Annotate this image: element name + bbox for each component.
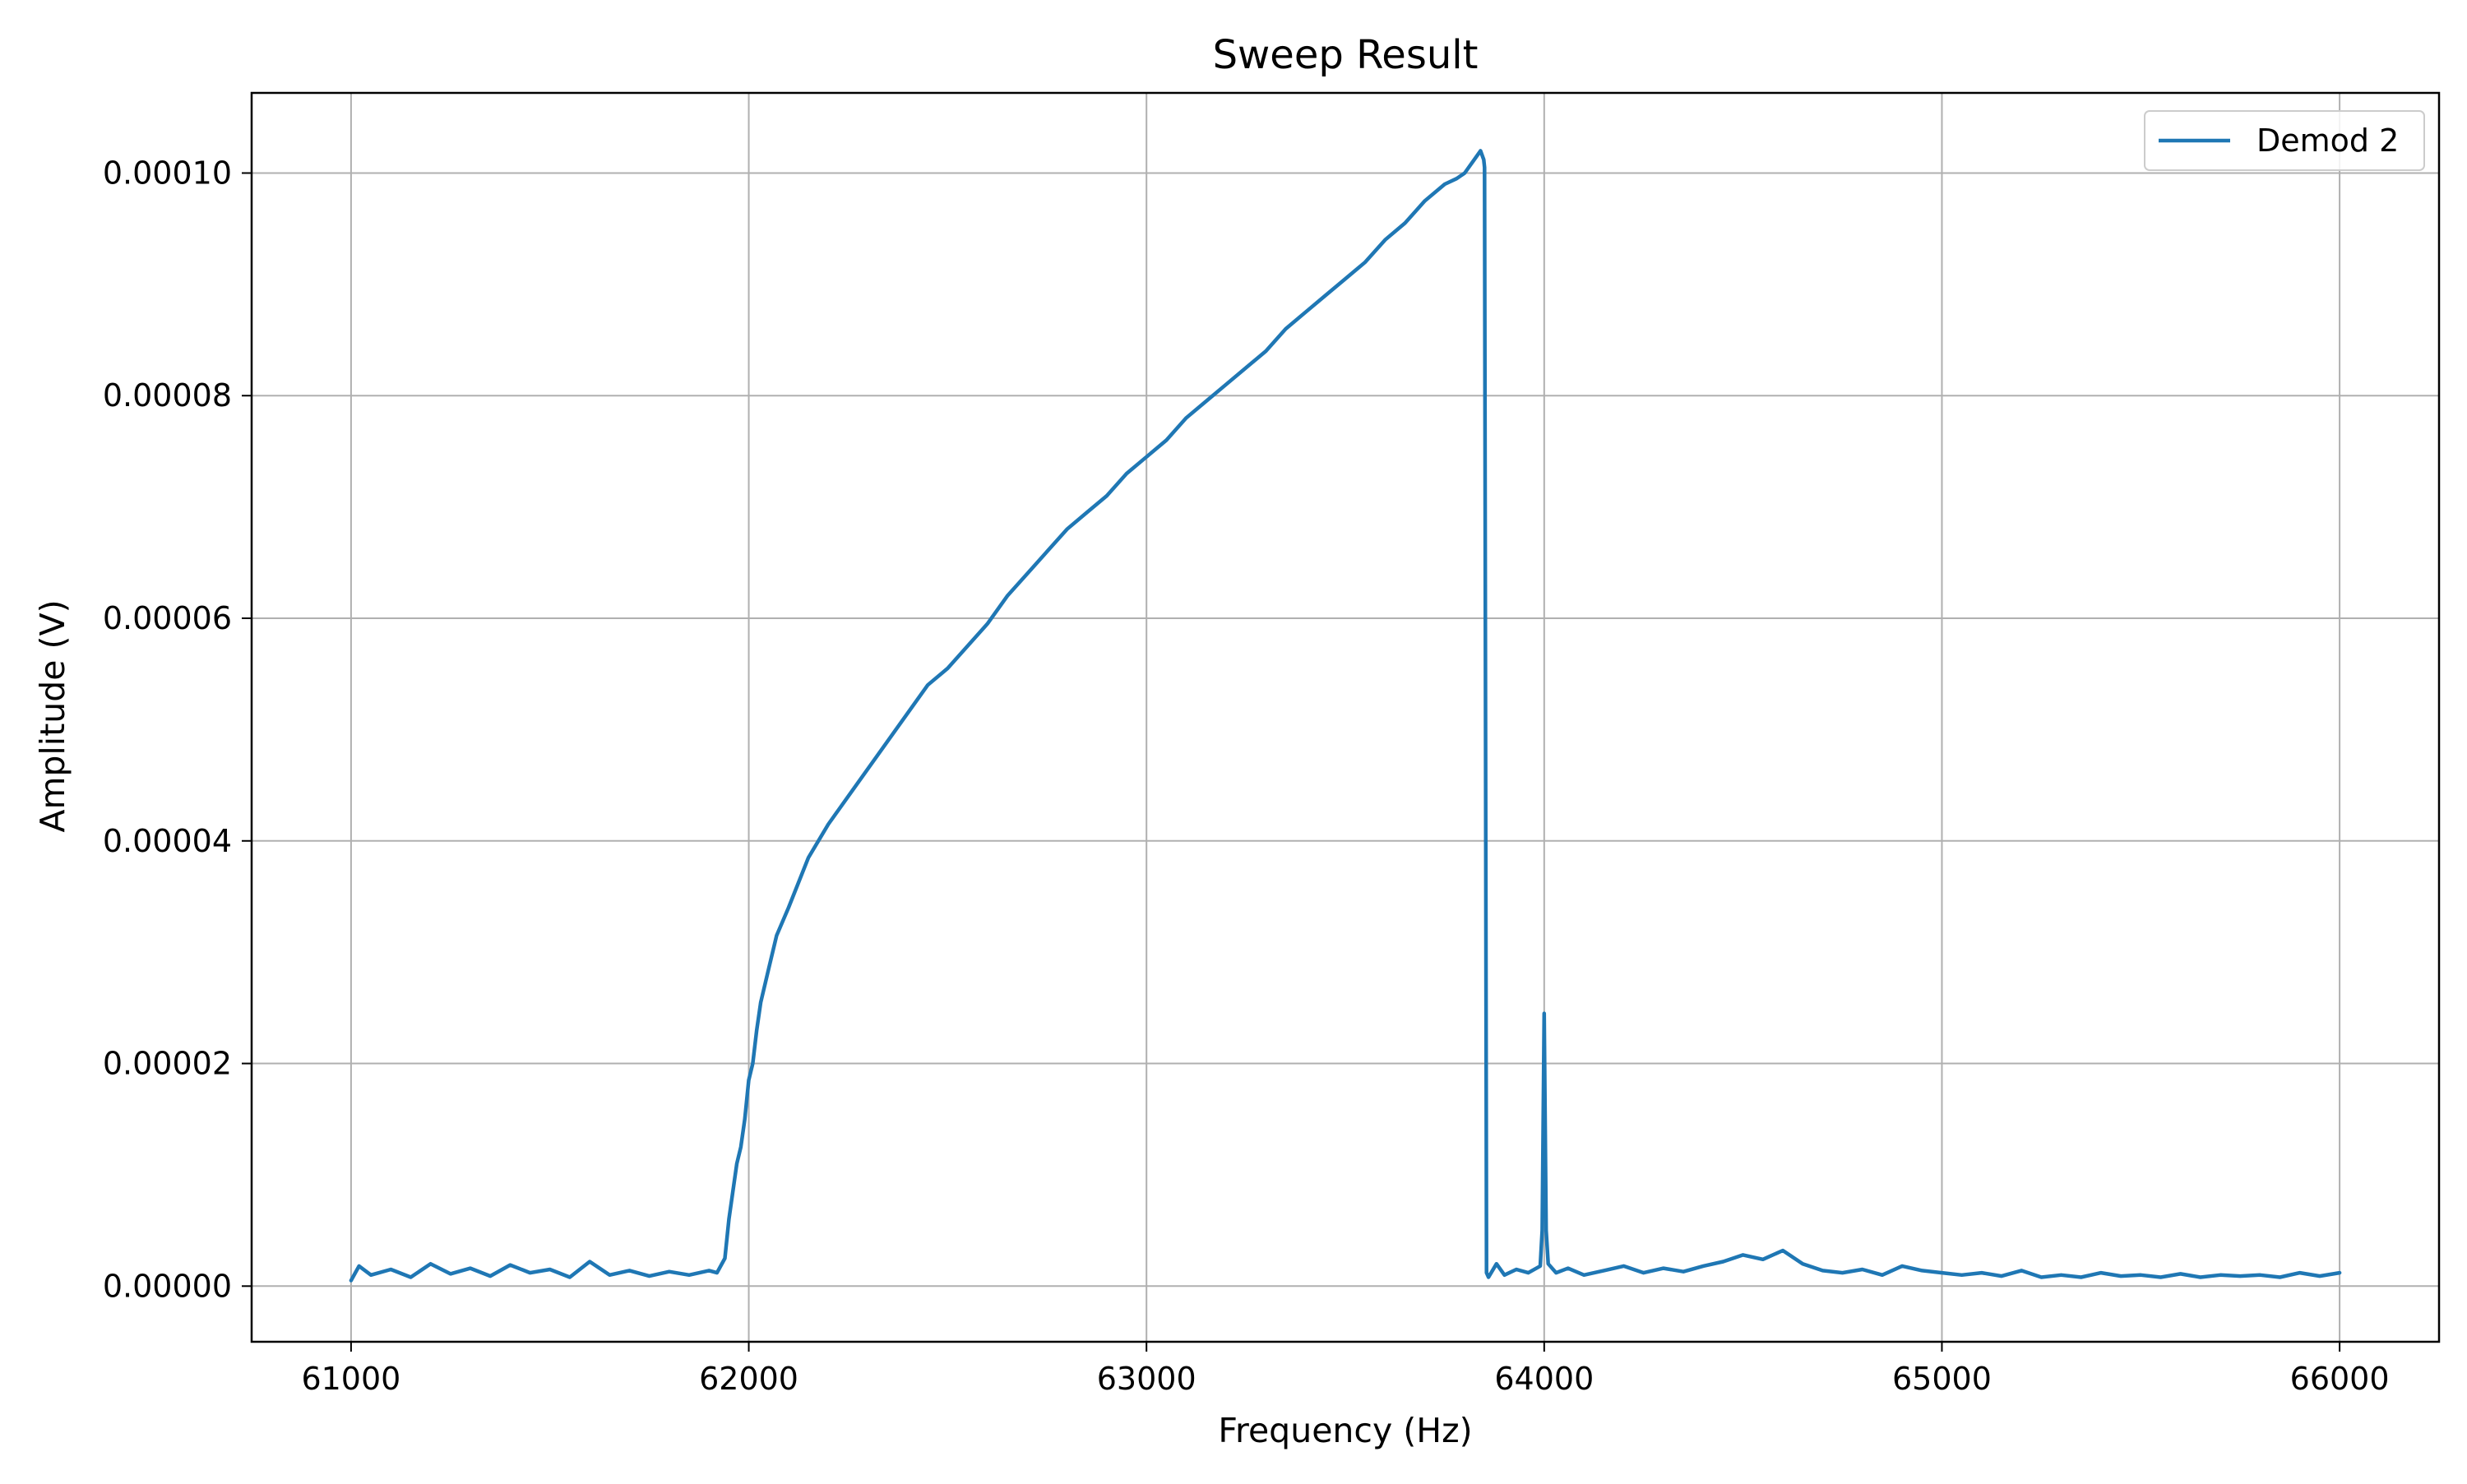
x-axis-label: Frequency (Hz) (1218, 1411, 1472, 1450)
y-tick-label: 0.00010 (103, 155, 232, 191)
series-line-demod-2 (349, 149, 2342, 1283)
y-tick-label: 0.00000 (103, 1268, 232, 1304)
x-tick-label: 63000 (1097, 1361, 1196, 1397)
tick-layer: 61000 62000 63000 64000 65000 66000 0.00000 0.0… (103, 155, 2390, 1397)
x-tick-label: 66000 (2290, 1361, 2390, 1397)
grid-layer (252, 93, 2439, 1342)
y-tick-label: 0.00004 (103, 823, 232, 859)
legend-box (2144, 110, 2425, 171)
legend-label: Demod 2 (2256, 123, 2399, 159)
x-tick-label: 62000 (699, 1361, 798, 1397)
y-tick-label: 0.00002 (103, 1046, 232, 1082)
x-tick-label: 65000 (1892, 1361, 1992, 1397)
legend: Demod 2 (2144, 110, 2425, 171)
x-tick-label: 61000 (301, 1361, 400, 1397)
series-layer (349, 149, 2342, 1283)
x-tick-label: 64000 (1494, 1361, 1594, 1397)
chart-title: Sweep Result (1213, 32, 1479, 78)
y-tick-label: 0.00006 (103, 600, 232, 636)
y-tick-label: 0.00008 (103, 377, 232, 414)
y-axis-label: Amplitude (V) (33, 599, 72, 832)
plot-frame (250, 91, 2441, 1343)
